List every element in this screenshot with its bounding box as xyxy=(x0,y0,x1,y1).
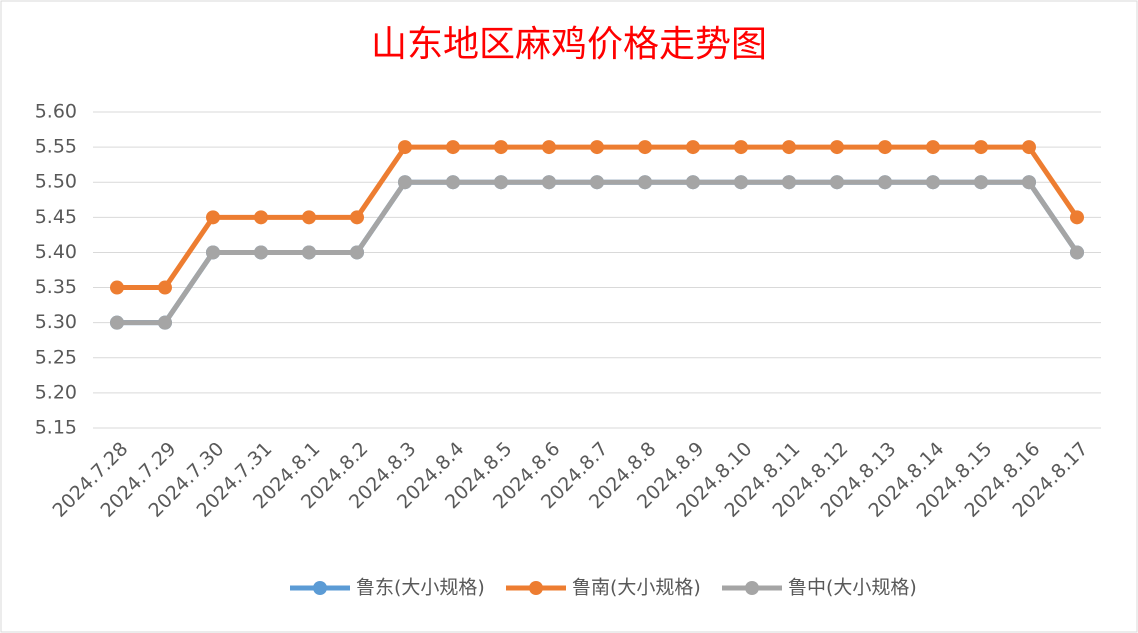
data-point xyxy=(878,140,892,155)
data-point xyxy=(590,175,604,190)
data-point xyxy=(1022,175,1036,190)
legend-marker xyxy=(529,581,543,595)
data-point xyxy=(830,140,844,155)
data-point xyxy=(542,175,556,190)
data-point xyxy=(1070,210,1084,225)
data-point xyxy=(686,140,700,155)
data-point xyxy=(686,175,700,190)
data-point xyxy=(206,210,220,225)
data-point xyxy=(206,245,220,260)
data-point xyxy=(638,140,652,155)
y-tick-label: 5.40 xyxy=(35,241,77,263)
data-point xyxy=(110,280,124,295)
legend-marker xyxy=(313,581,327,595)
data-point xyxy=(1022,140,1036,155)
legend-label: 鲁东(大小规格) xyxy=(356,577,485,599)
y-tick-label: 5.50 xyxy=(35,171,77,193)
data-point xyxy=(1070,245,1084,260)
data-point xyxy=(974,175,988,190)
data-point xyxy=(974,140,988,155)
data-point xyxy=(302,210,316,225)
data-point xyxy=(590,140,604,155)
data-point xyxy=(638,175,652,190)
data-point xyxy=(446,175,460,190)
chart-title: 山东地区麻鸡价格走势图 xyxy=(371,24,767,65)
y-tick-label: 5.45 xyxy=(35,206,77,228)
legend-label: 鲁中(大小规格) xyxy=(788,577,917,599)
data-point xyxy=(398,140,412,155)
y-tick-label: 5.20 xyxy=(35,381,77,403)
y-tick-label: 5.25 xyxy=(35,346,77,368)
data-point xyxy=(494,140,508,155)
data-point xyxy=(830,175,844,190)
data-point xyxy=(782,140,796,155)
y-tick-label: 5.60 xyxy=(35,101,77,123)
data-point xyxy=(542,140,556,155)
data-point xyxy=(350,245,364,260)
data-point xyxy=(734,175,748,190)
y-tick-label: 5.35 xyxy=(35,276,77,298)
data-point xyxy=(110,315,124,330)
legend-marker xyxy=(745,581,759,595)
data-point xyxy=(878,175,892,190)
data-point xyxy=(926,140,940,155)
data-point xyxy=(398,175,412,190)
data-point xyxy=(926,175,940,190)
legend-label: 鲁南(大小规格) xyxy=(572,577,701,599)
data-point xyxy=(254,245,268,260)
data-point xyxy=(446,140,460,155)
data-point xyxy=(734,140,748,155)
data-point xyxy=(158,280,172,295)
data-point xyxy=(302,245,316,260)
y-tick-label: 5.30 xyxy=(35,311,77,333)
y-tick-label: 5.15 xyxy=(35,417,77,439)
data-point xyxy=(254,210,268,225)
data-point xyxy=(494,175,508,190)
data-point xyxy=(158,315,172,330)
y-tick-label: 5.55 xyxy=(35,136,77,158)
data-point xyxy=(350,210,364,225)
data-point xyxy=(782,175,796,190)
